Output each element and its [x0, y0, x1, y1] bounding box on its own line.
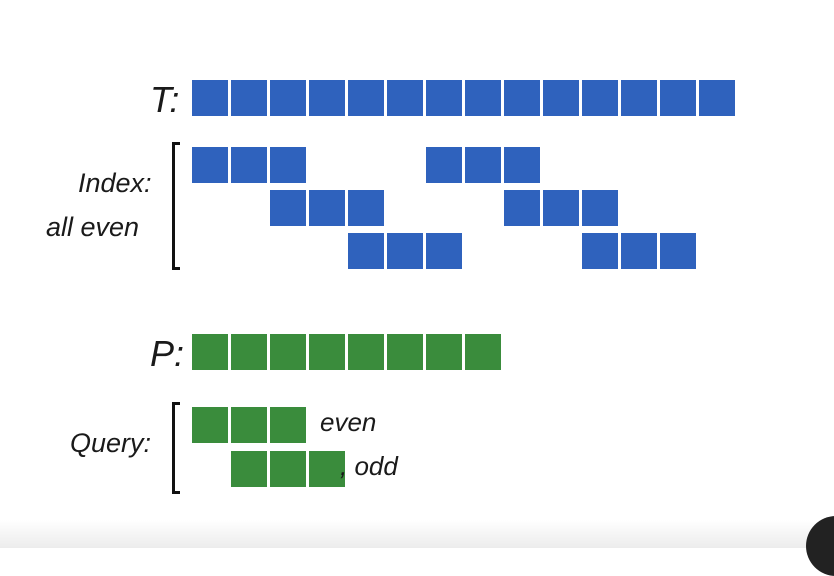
t-cell: [658, 78, 698, 118]
t-cell: [697, 78, 737, 118]
t-cell: [580, 78, 620, 118]
index-cell: [346, 231, 386, 271]
index-cell: [541, 188, 581, 228]
query-cell-odd: [268, 449, 308, 489]
p-cell: [463, 332, 503, 372]
t-cell: [424, 78, 464, 118]
t-label: T:: [150, 79, 180, 120]
even-label: even: [320, 407, 377, 437]
index-cell: [502, 188, 542, 228]
p-cell: [268, 332, 308, 372]
index-cell: [580, 188, 620, 228]
index-cell: [502, 145, 542, 185]
p-cell: [346, 332, 386, 372]
t-cell: [307, 78, 347, 118]
index-bracket: [172, 142, 180, 270]
index-cell: [658, 231, 698, 271]
p-cell: [190, 332, 230, 372]
query-cell-odd: [307, 449, 347, 489]
index-all-even-label: all even: [46, 212, 140, 242]
index-cell: [268, 145, 308, 185]
p-cell: [385, 332, 425, 372]
index-cell: [229, 145, 269, 185]
index-cell: [307, 188, 347, 228]
t-cell: [502, 78, 542, 118]
t-cell: [190, 78, 230, 118]
p-label: P:: [150, 333, 185, 374]
index-cell: [463, 145, 503, 185]
t-cell: [229, 78, 269, 118]
bottom-shade: [0, 520, 834, 548]
p-cell: [229, 332, 269, 372]
index-cell: [424, 231, 464, 271]
query-cell-even: [190, 405, 230, 445]
index-label: Index:: [78, 168, 152, 198]
query-cell-even: [229, 405, 269, 445]
index-cell: [268, 188, 308, 228]
query-label: Query:: [70, 428, 152, 458]
slide: T: Index: all even P: Query: even , odd: [0, 78, 834, 576]
t-cell: [619, 78, 659, 118]
index-cell: [424, 145, 464, 185]
odd-label: , odd: [340, 451, 398, 481]
index-cell: [580, 231, 620, 271]
index-cell: [346, 188, 386, 228]
t-cell: [463, 78, 503, 118]
p-cell: [307, 332, 347, 372]
t-cell: [541, 78, 581, 118]
index-cell: [385, 231, 425, 271]
t-cell: [346, 78, 386, 118]
query-cell-odd: [229, 449, 269, 489]
index-cell: [619, 231, 659, 271]
index-cell: [190, 145, 230, 185]
query-cell-even: [268, 405, 308, 445]
p-cell: [424, 332, 464, 372]
query-bracket: [172, 402, 180, 494]
t-cell: [385, 78, 425, 118]
t-cell: [268, 78, 308, 118]
